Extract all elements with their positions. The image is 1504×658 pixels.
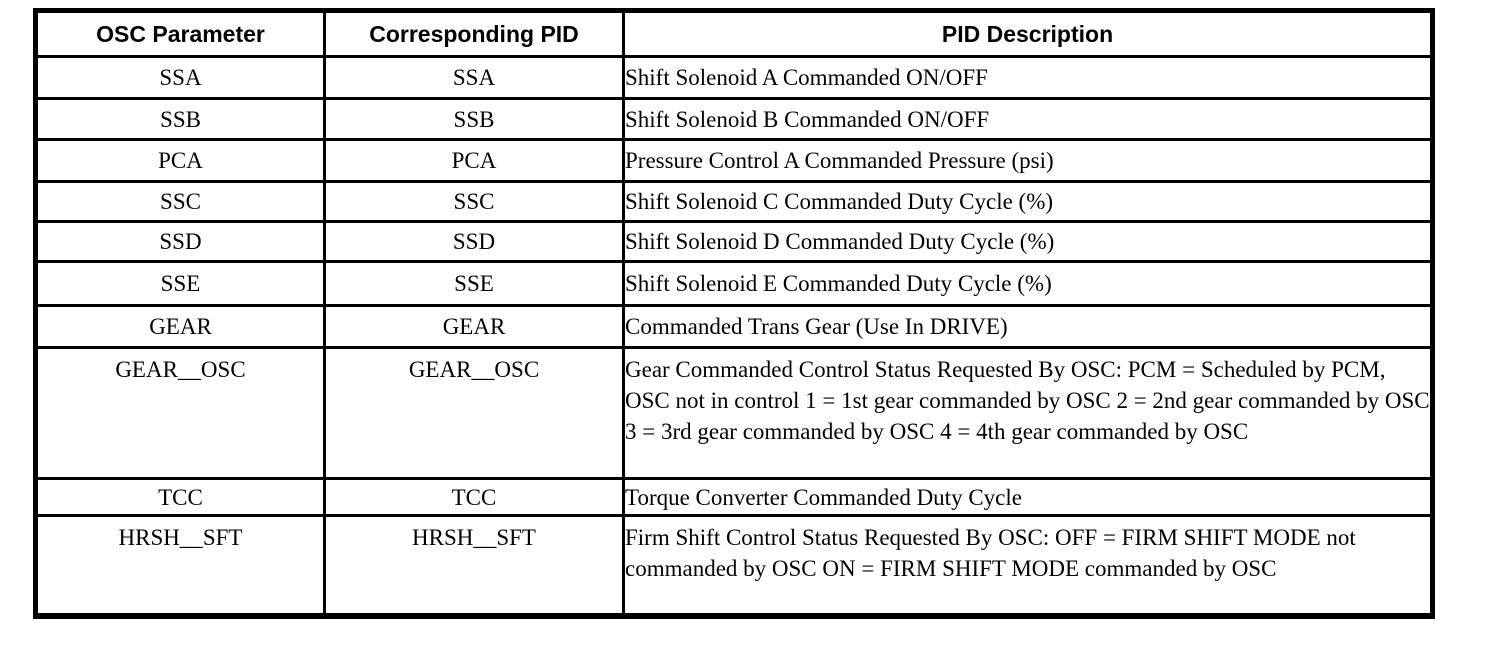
- table-row: GEAR GEAR Commanded Trans Gear (Use In DRI…: [33, 304, 1435, 349]
- pid-description-cell: Shift Solenoid D Commanded Duty Cycle (%…: [622, 220, 1435, 263]
- osc-parameter-cell: SSD: [33, 220, 326, 263]
- corresponding-pid-cell: HRSH__SFT: [323, 514, 625, 619]
- table-row: TCC TCC Torque Converter Commanded Duty Cy…: [33, 477, 1435, 517]
- corresponding-pid-cell: SSD: [323, 220, 625, 263]
- corresponding-pid-cell: GEAR__OSC: [323, 346, 625, 480]
- osc-parameter-cell: SSA: [33, 55, 326, 100]
- table-row: SSA SSA Shift Solenoid A Commanded ON/OFF: [33, 55, 1435, 100]
- table-row: SSE SSE Shift Solenoid E Commanded Duty Cy…: [33, 260, 1435, 307]
- pid-description-cell: Shift Solenoid A Commanded ON/OFF: [622, 55, 1435, 100]
- table-header: OSC Parameter Corresponding PID PID Desc…: [33, 8, 1435, 58]
- table-row: SSD SSD Shift Solenoid D Commanded Duty Cy…: [33, 220, 1435, 263]
- pid-description-cell: Firm Shift Control Status Requested By O…: [622, 514, 1435, 619]
- corresponding-pid-cell: SSC: [323, 180, 625, 223]
- pid-description-cell: Torque Converter Commanded Duty Cycle: [622, 477, 1435, 517]
- pid-description-cell: Pressure Control A Commanded Pressure (p…: [622, 138, 1435, 183]
- osc-parameter-cell: GEAR__OSC: [33, 346, 326, 480]
- table-body: SSA SSA Shift Solenoid A Commanded ON/OFF S…: [33, 55, 1435, 619]
- col-header-pid-description: PID Description: [622, 8, 1435, 58]
- pid-description-cell: Shift Solenoid E Commanded Duty Cycle (%…: [622, 260, 1435, 307]
- table-row: SSB SSB Shift Solenoid B Commanded ON/OFF: [33, 97, 1435, 141]
- osc-parameter-cell: SSE: [33, 260, 326, 307]
- osc-parameter-cell: GEAR: [33, 304, 326, 349]
- pid-description-cell: Shift Solenoid C Commanded Duty Cycle (%…: [622, 180, 1435, 223]
- osc-parameter-cell: SSC: [33, 180, 326, 223]
- osc-parameter-cell: HRSH__SFT: [33, 514, 326, 619]
- corresponding-pid-cell: PCA: [323, 138, 625, 183]
- corresponding-pid-cell: TCC: [323, 477, 625, 517]
- header-row: OSC Parameter Corresponding PID PID Desc…: [33, 8, 1435, 58]
- osc-parameter-cell: SSB: [33, 97, 326, 141]
- table-row: GEAR__OSC GEAR__OSC Gear Commanded Control…: [33, 346, 1435, 480]
- osc-parameter-cell: PCA: [33, 138, 326, 183]
- col-header-corresponding-pid: Corresponding PID: [323, 8, 625, 58]
- corresponding-pid-cell: GEAR: [323, 304, 625, 349]
- table-row: SSC SSC Shift Solenoid C Commanded Duty Cy…: [33, 180, 1435, 223]
- corresponding-pid-cell: SSA: [323, 55, 625, 100]
- pid-description-cell: Commanded Trans Gear (Use In DRIVE): [622, 304, 1435, 349]
- pid-description-cell: Shift Solenoid B Commanded ON/OFF: [622, 97, 1435, 141]
- corresponding-pid-cell: SSB: [323, 97, 625, 141]
- corresponding-pid-cell: SSE: [323, 260, 625, 307]
- table-row: PCA PCA Pressure Control A Commanded Press…: [33, 138, 1435, 183]
- table-row: HRSH__SFT HRSH__SFT Firm Shift Control Sta…: [33, 514, 1435, 619]
- osc-pid-table: OSC Parameter Corresponding PID PID Desc…: [33, 8, 1435, 619]
- col-header-osc-parameter: OSC Parameter: [33, 8, 326, 58]
- pid-description-cell: Gear Commanded Control Status Requested …: [622, 346, 1435, 480]
- osc-parameter-cell: TCC: [33, 477, 326, 517]
